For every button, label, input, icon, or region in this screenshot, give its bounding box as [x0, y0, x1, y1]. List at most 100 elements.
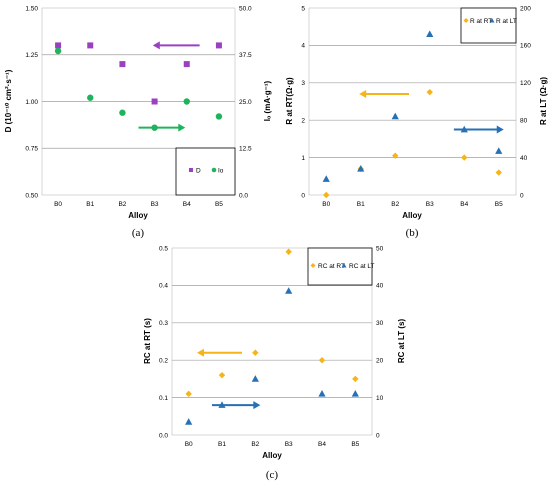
- y-tick-label-left: 0.2: [159, 358, 168, 365]
- annotation-arrow-head: [359, 90, 367, 99]
- legend-label-r-rt: R at RT: [470, 18, 492, 25]
- x-tick-label: B3: [151, 201, 159, 208]
- x-axis-label-b: Alloy: [402, 211, 422, 220]
- x-ticks-b: B0 B1 B2 B3 B4 B5: [322, 201, 503, 208]
- data-point-triangle: [322, 175, 330, 182]
- y-tick-label-right: 160: [520, 43, 531, 50]
- annotation-arrow-head: [253, 401, 261, 410]
- y-tick-label-left: 1.25: [25, 52, 38, 59]
- y-tick-label-left: 4: [301, 43, 305, 50]
- y-ticks-right-b: 0 40 80 120 160 200: [520, 5, 531, 199]
- y-ticks-left-a: 0.50 0.75 1.00 1.25 1.50: [25, 5, 38, 199]
- y-tick-label-left: 0.4: [159, 283, 168, 290]
- data-point-diamond: [285, 248, 292, 255]
- data-point-circle: [183, 98, 190, 105]
- y-axis-label-right-c: RC at LT (s): [397, 319, 406, 364]
- data-point-circle: [151, 124, 158, 131]
- y-tick-label-right: 50.0: [239, 5, 252, 12]
- y-tick-label-left: 1: [301, 155, 305, 162]
- data-point-diamond: [461, 154, 468, 161]
- y-tick-label-left: 0.5: [159, 245, 168, 252]
- legend-marker-r-rt: [463, 18, 469, 23]
- y-tick-label-right: 120: [520, 80, 531, 87]
- data-point-square: [119, 61, 126, 68]
- y-tick-label-right: 12.5: [239, 146, 252, 153]
- x-tick-label: B1: [357, 201, 365, 208]
- legend-label-d: D: [196, 168, 201, 175]
- data-point-square: [215, 42, 222, 49]
- data-point-diamond: [392, 152, 399, 159]
- y-tick-label-left: 3: [301, 80, 305, 87]
- x-tick-label: B5: [495, 201, 503, 208]
- data-point-circle: [54, 47, 62, 55]
- data-point-triangle: [426, 30, 434, 37]
- x-tick-label: B1: [86, 201, 94, 208]
- data-point-diamond: [218, 371, 226, 379]
- y-tick-label-right: 40: [376, 283, 384, 290]
- y-axis-label-left-b: R at RT(Ω·g): [285, 77, 294, 125]
- y-tick-label-right: 0: [520, 192, 524, 199]
- data-point-diamond: [323, 191, 330, 199]
- annotations-c: [197, 348, 261, 410]
- y-tick-label-right: 20: [376, 358, 384, 365]
- x-tick-label: B2: [391, 201, 399, 208]
- y-axis-label-left-c: RC at RT (s): [143, 318, 152, 364]
- data-point-circle: [119, 109, 126, 116]
- y-tick-label-right: 30: [376, 320, 384, 327]
- y-axis-label-right-a: Iₒ (mA·g⁻¹): [263, 80, 272, 121]
- data-point-circle: [215, 113, 223, 120]
- annotation-arrow-head: [152, 41, 160, 50]
- x-tick-label: B4: [183, 201, 191, 208]
- y-tick-label-left: 0.3: [159, 320, 168, 327]
- data-point-triangle: [460, 125, 468, 133]
- legend-label-r-lt: R at LT: [496, 18, 517, 25]
- y-tick-label-right: 0: [376, 432, 380, 439]
- data-point-triangle: [218, 401, 226, 408]
- y-tick-label-right: 80: [520, 118, 528, 125]
- x-tick-label: B4: [318, 441, 326, 448]
- y-tick-label-left: 1.00: [25, 99, 38, 106]
- y-tick-label-left: 2: [301, 118, 305, 125]
- data-point-diamond: [426, 88, 433, 96]
- data-point-diamond: [318, 357, 326, 364]
- y-tick-label-right: 0.0: [239, 192, 248, 199]
- data-point-diamond: [495, 169, 502, 176]
- x-ticks-c: B0 B1 B2 B3 B4 B5: [185, 441, 360, 448]
- legend-marker-rc-lt: [341, 263, 347, 268]
- y-tick-label-right: 25.0: [239, 99, 252, 106]
- chart-panel-a: 0.50 0.75 1.00 1.25 1.50 0.0 12.5 25.0 37.5 50.0…: [4, 5, 272, 239]
- y-axis-label-right-b: R at LT (Ω·g): [539, 77, 548, 125]
- y-ticks-right-c: 0 10 20 30 40 50: [376, 245, 384, 439]
- chart-panel-b: 0 1 2 3 4 5 0 40 80 120 160 200 B0 B1 B2 B3 B4 B5 Alloy…: [285, 5, 548, 239]
- legend-label-io: Io: [218, 168, 224, 175]
- y-tick-label-right: 50: [376, 245, 384, 252]
- annotation-arrow-head: [496, 125, 504, 134]
- legend-marker-io: [211, 167, 217, 173]
- y-axis-label-left-a: D (10⁻¹⁰ cm²·s⁻¹): [4, 69, 13, 132]
- data-point-triangle: [357, 165, 365, 172]
- x-ticks-a: B0 B1 B2 B3 B4 B5: [54, 201, 223, 208]
- x-tick-label: B5: [215, 201, 223, 208]
- data-point-triangle: [318, 390, 326, 397]
- y-tick-label-left: 0: [301, 192, 305, 199]
- data-point-triangle: [391, 112, 399, 120]
- x-tick-label: B2: [251, 441, 259, 448]
- data-point-circle: [87, 94, 94, 101]
- data-marks-a: [54, 42, 223, 131]
- y-tick-label-right: 40: [520, 155, 528, 162]
- x-tick-label: B0: [322, 201, 330, 208]
- y-tick-label-left: 0.1: [159, 395, 168, 402]
- data-point-triangle: [251, 375, 259, 382]
- x-tick-label: B1: [218, 441, 226, 448]
- data-point-triangle: [285, 287, 293, 294]
- legend-label-rc-lt: RC at LT: [349, 263, 375, 270]
- y-tick-label-left: 0.75: [25, 146, 38, 153]
- annotations-a: [138, 41, 200, 132]
- legend-box-c: [307, 247, 373, 286]
- legend-label-rc-rt: RC at RT: [318, 263, 345, 270]
- legend-marker-r-lt: [489, 18, 495, 23]
- y-ticks-left-c: 0.0 0.1 0.2 0.3 0.4 0.5: [159, 245, 168, 439]
- x-tick-label: B3: [285, 441, 293, 448]
- annotation-arrow-head: [178, 123, 186, 132]
